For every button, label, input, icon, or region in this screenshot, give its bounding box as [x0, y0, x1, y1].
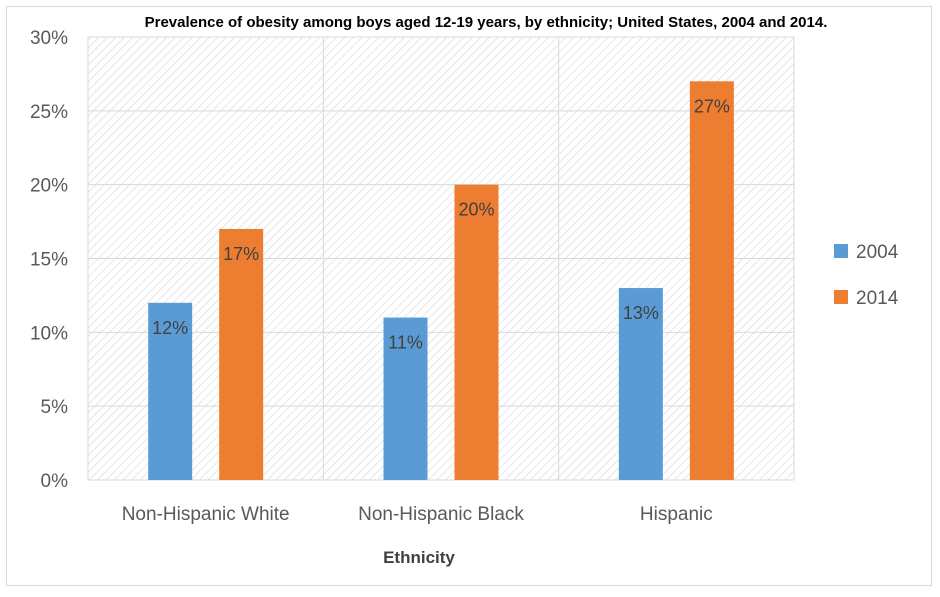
data-label: 11%	[388, 333, 423, 353]
bar-2004	[383, 317, 428, 480]
x-tick-label: Non-Hispanic White	[122, 504, 290, 525]
data-label: 13%	[623, 303, 659, 323]
y-tick-label: 25%	[30, 102, 68, 123]
bars: 12% 17% 11% 20% 13% 27%	[148, 81, 734, 481]
y-tick-label: 0%	[41, 471, 69, 492]
y-axis-ticks: 0% 5% 10% 15% 20% 25% 30%	[30, 28, 68, 492]
x-axis-title: Ethnicity	[383, 548, 455, 567]
y-tick-label: 20%	[30, 176, 68, 197]
y-tick-label: 30%	[30, 28, 68, 49]
y-tick-label: 15%	[30, 250, 68, 271]
legend: 2004 2014	[834, 242, 899, 309]
y-tick-label: 5%	[41, 397, 69, 418]
data-label: 20%	[458, 200, 494, 220]
legend-swatch-2014	[834, 290, 848, 304]
y-tick-label: 10%	[30, 323, 68, 344]
bar-2004	[148, 302, 193, 480]
bar-2014	[689, 81, 734, 481]
x-tick-label: Hispanic	[640, 504, 713, 525]
bar-2004	[618, 288, 663, 480]
data-label: 17%	[223, 244, 259, 264]
gridlines	[87, 36, 795, 481]
bar-2014	[219, 228, 264, 480]
data-label: 27%	[694, 96, 730, 116]
data-label: 12%	[152, 318, 188, 338]
bar-2014	[454, 184, 499, 480]
x-tick-label: Non-Hispanic Black	[358, 504, 524, 525]
legend-label-2004: 2004	[856, 242, 899, 263]
legend-swatch-2004	[834, 244, 848, 258]
legend-label-2014: 2014	[856, 288, 899, 309]
x-axis-categories: Non-Hispanic White Non-Hispanic Black Hisp…	[122, 504, 713, 525]
chart-title: Prevalence of obesity among boys aged 12…	[145, 14, 828, 31]
